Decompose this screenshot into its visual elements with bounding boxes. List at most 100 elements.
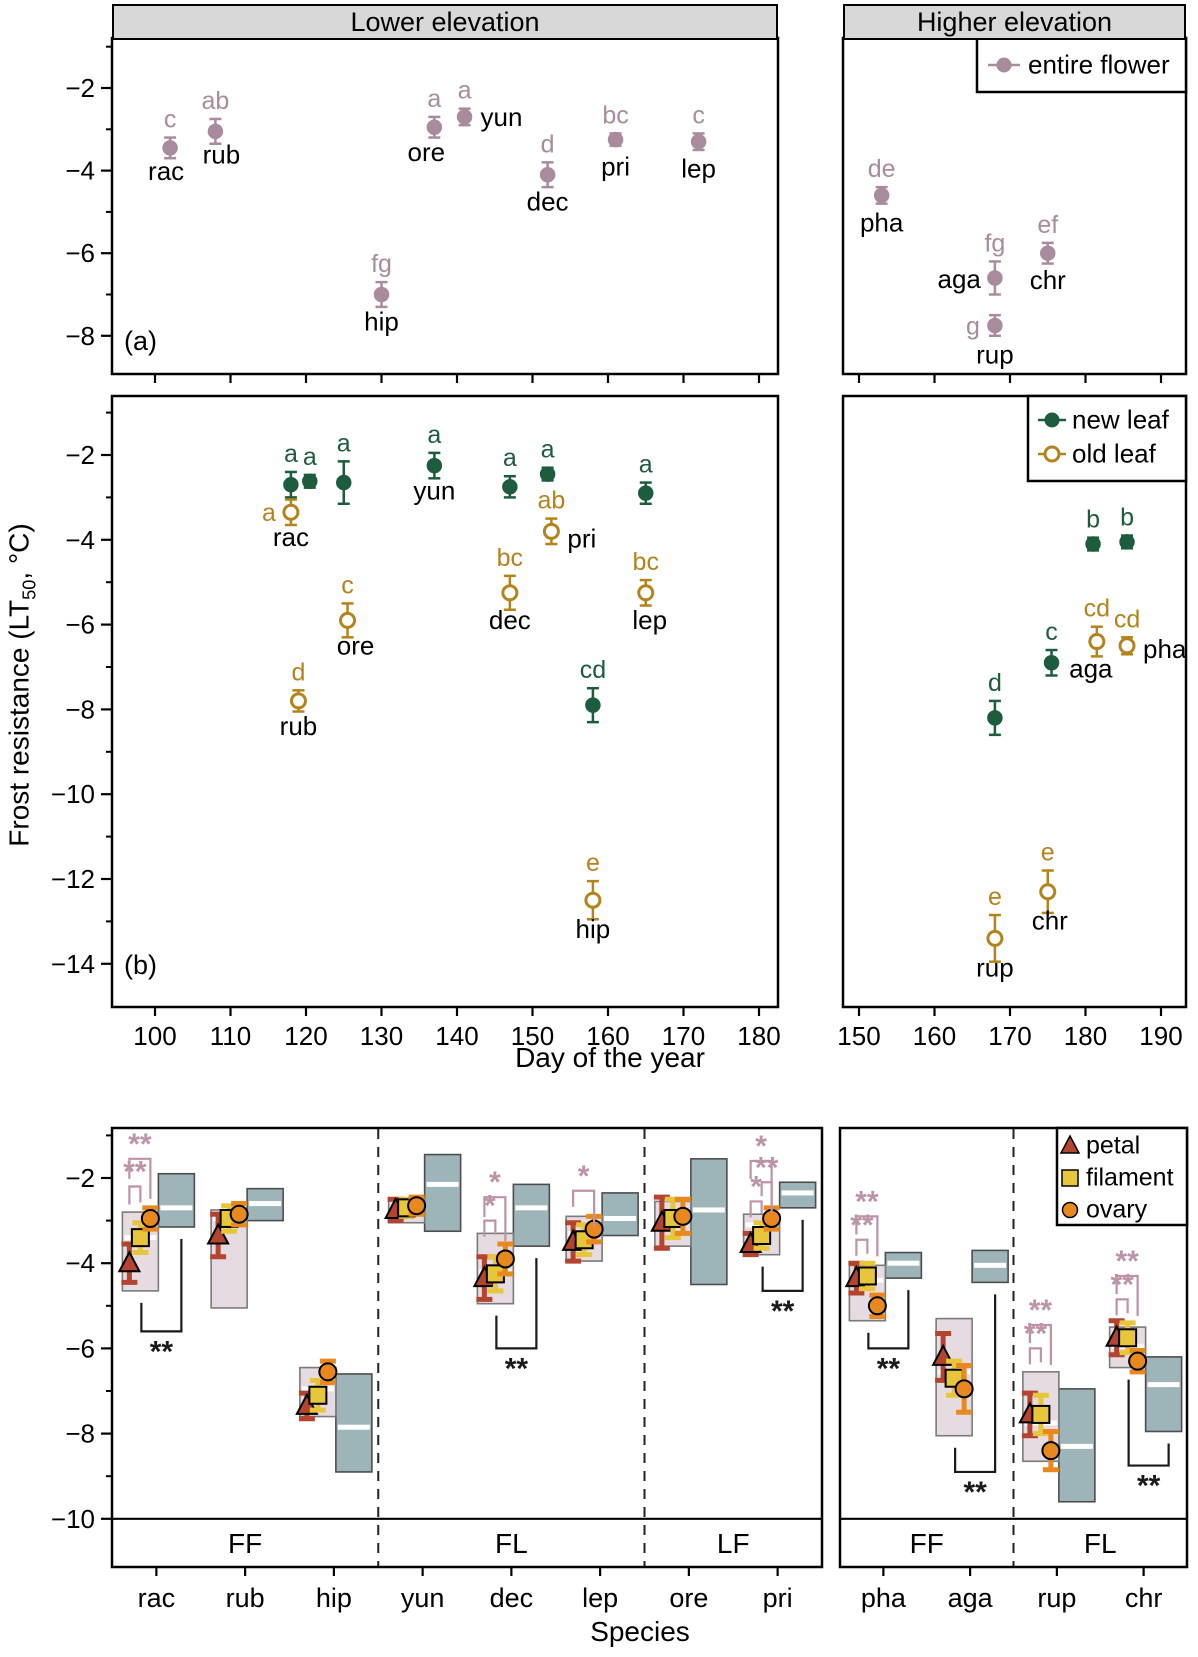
species-label-chr: chr: [1032, 906, 1068, 936]
sig-letter-ore: a: [337, 429, 351, 457]
point-pri-entire-flower: bc pri: [601, 101, 630, 181]
organ-ovary-chr: [1128, 1348, 1148, 1375]
species-label-dec: dec: [527, 187, 569, 217]
marker-filled-circle: [336, 474, 352, 491]
leaf-median-line: [337, 1424, 370, 1430]
leaf-median-line: [1060, 1443, 1093, 1449]
point-lep-old-leaf: bc lep: [632, 548, 667, 635]
series-new-leaf: d c b b: [987, 504, 1135, 737]
sig-letter-aga: cd: [1084, 595, 1110, 623]
organ-petal-rac: [117, 1241, 142, 1285]
legend-new-leaf-label: new leaf: [1072, 404, 1169, 435]
point-ore-entire-flower: a ore: [408, 85, 446, 167]
point-ore-old-leaf: c ore: [337, 571, 375, 660]
species-tick-label-pha: pha: [861, 1583, 907, 1613]
species-group-rub: rub: [206, 1187, 284, 1613]
leaf-box-ore: [690, 1158, 728, 1286]
species-tick-label-rac: rac: [138, 1583, 176, 1613]
marker-filled-circle: [539, 466, 556, 482]
marker-filled-circle: [1040, 245, 1056, 261]
organ-filament-hip: [308, 1377, 328, 1413]
black-sig-label: **: [1137, 1470, 1161, 1503]
marker-filled-circle: [162, 140, 178, 156]
species-label-pri: pri: [601, 152, 630, 182]
point-rac-new-leaf: a: [283, 440, 299, 499]
sig-letter-dec: d: [541, 130, 555, 158]
sig-letter-aga: b: [1086, 506, 1100, 534]
y-axis-title-sub: 50: [19, 579, 40, 600]
leaf-median-line: [887, 1260, 920, 1266]
marker-filled-circle: [426, 457, 443, 474]
y-tick-label: −6: [65, 610, 95, 640]
x-tick-label: 150: [837, 1021, 880, 1051]
pink-sig-label: **: [755, 1151, 779, 1184]
sig-letter-aga: fg: [984, 229, 1005, 257]
point-chr-old-leaf: e chr: [1032, 839, 1068, 936]
ovary-icon: [1061, 1201, 1079, 1219]
organ-filament-dec: [485, 1254, 505, 1294]
marker-open-circle: [637, 584, 655, 602]
pink-sig-label: *: [750, 1170, 762, 1203]
band-label-FL: FL: [1084, 1528, 1117, 1559]
legend-ovary-label: ovary: [1086, 1195, 1148, 1224]
marker-circle: [140, 1208, 160, 1228]
pink-sig-label: **: [1110, 1268, 1134, 1301]
point-lep-entire-flower: c lep: [681, 101, 716, 183]
y-tick-label: −12: [51, 864, 95, 894]
pink-sig-bracket: [1028, 1323, 1052, 1365]
pink-sig-label: **: [128, 1128, 152, 1161]
leaf-box-dec: [512, 1183, 551, 1247]
x-tick-label: 170: [988, 1021, 1031, 1051]
sig-letter-lep: a: [639, 451, 653, 479]
x-tick-label: 120: [284, 1021, 327, 1051]
marker-filled-circle: [1085, 536, 1101, 552]
y-tick-label: −14: [51, 949, 95, 979]
species-label-ore: ore: [408, 137, 446, 167]
y-tick-label: −4: [65, 1248, 95, 1278]
species-label-rup: rup: [976, 952, 1014, 982]
organ-ovary-yun: [407, 1194, 427, 1217]
sig-letter-chr: c: [1045, 618, 1058, 646]
old-leaf-icon: [1043, 445, 1061, 463]
panel-border: [841, 394, 1188, 1009]
leaf-median-line: [515, 1205, 548, 1211]
sig-letter-pha: b: [1120, 504, 1134, 532]
pink-sig-label: **: [850, 1209, 874, 1242]
marker-filled-circle: [283, 476, 299, 493]
organ-ovary-aga: [954, 1362, 974, 1415]
marker-triangle: [117, 1250, 142, 1273]
species-group-dec: ****dec: [472, 1166, 551, 1613]
marker-circle: [318, 1362, 338, 1382]
band-label-LF: LF: [717, 1528, 750, 1559]
black-sig-bracket: [954, 1294, 997, 1474]
organ-ovary-rup: [1041, 1428, 1061, 1473]
petal-icon: [1059, 1134, 1081, 1154]
y-tick-label: −2: [65, 440, 95, 470]
marker-circle: [867, 1296, 887, 1316]
marker-circle: [407, 1196, 427, 1216]
sig-letter-rup: g: [966, 312, 980, 340]
leaf-box-hip: [335, 1373, 373, 1473]
organ-filament-ore: [663, 1196, 683, 1241]
marker-open-circle: [339, 611, 357, 629]
species-group-pha: ******pha: [844, 1185, 923, 1613]
y-tick-label: −6: [65, 1333, 95, 1363]
species-group-pri: ******pri: [738, 1130, 817, 1613]
pink-sig-label: *: [484, 1190, 496, 1223]
y-tick-label: −4: [65, 525, 95, 555]
y-tick-label: −2: [65, 1163, 95, 1193]
pink-sig-bracket: [855, 1238, 869, 1256]
species-tick-label-lep: lep: [582, 1583, 618, 1613]
species-group-ore: ore: [650, 1158, 728, 1613]
y-tick-label: −8: [65, 694, 95, 724]
point-dec-entire-flower: d dec: [527, 130, 569, 216]
leaf-median-line: [781, 1190, 814, 1196]
leaf-box-lep: [601, 1192, 639, 1237]
